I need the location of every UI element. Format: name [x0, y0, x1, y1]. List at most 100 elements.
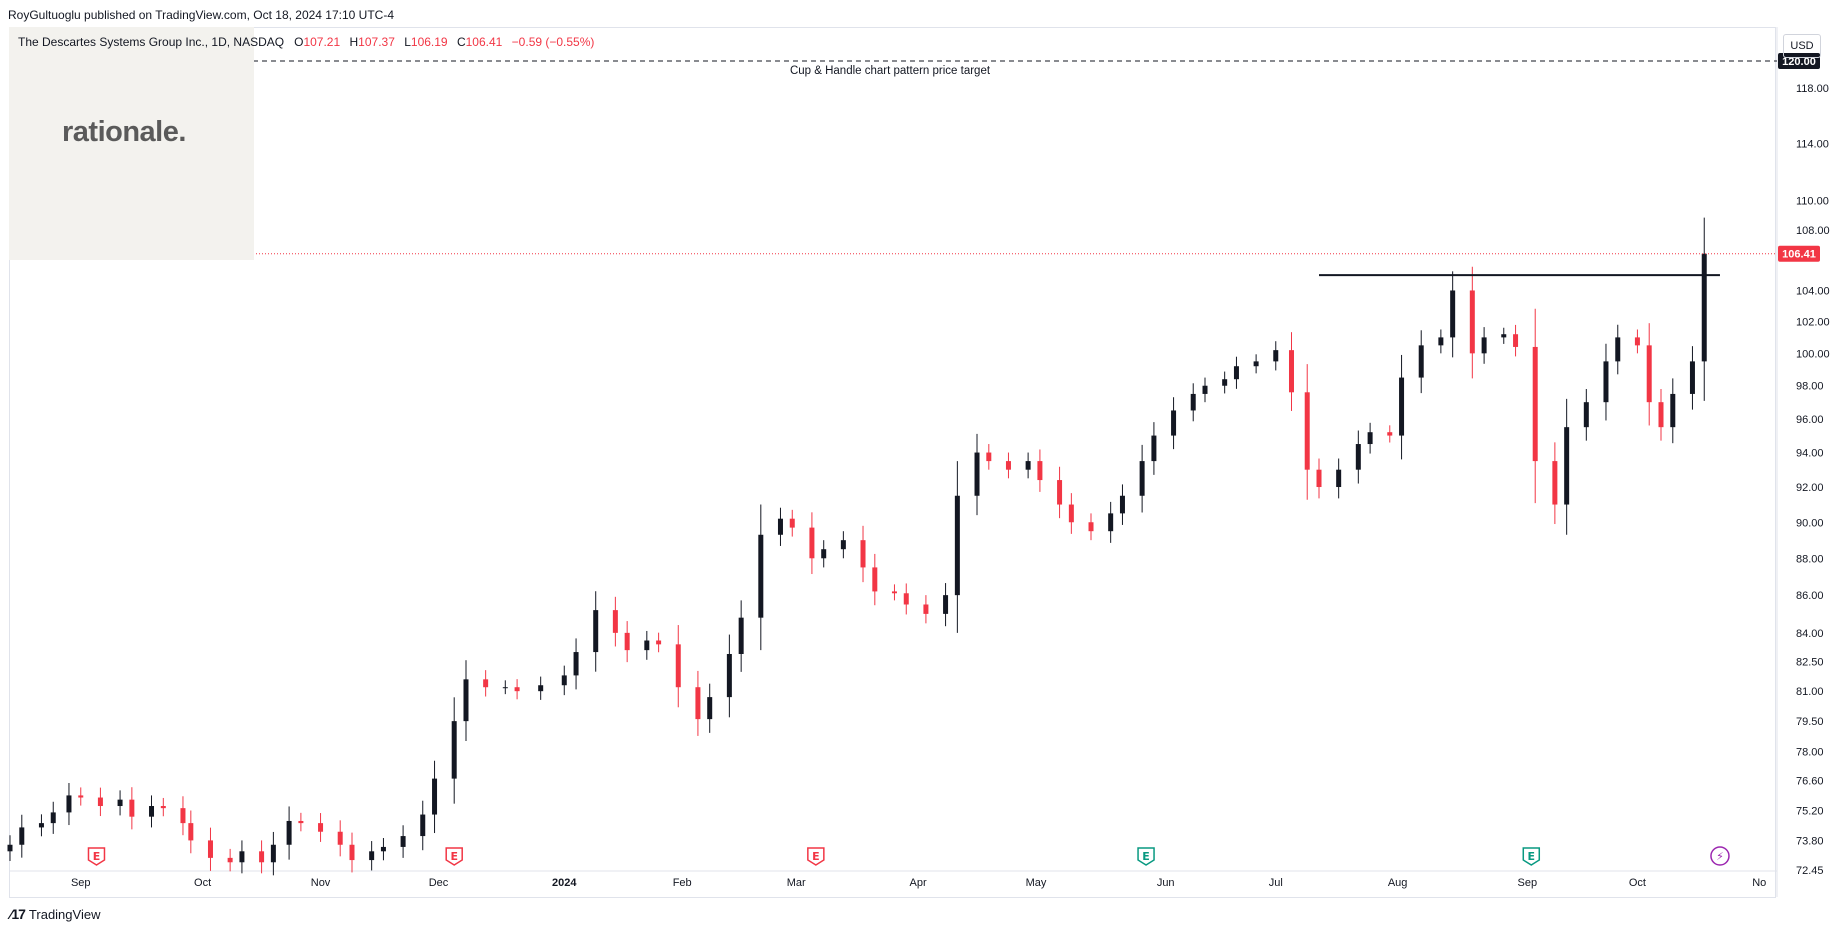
event-marker-label: E — [93, 850, 101, 863]
event-marker-label: E — [1528, 850, 1536, 863]
candle-body — [1316, 469, 1322, 488]
open-value: 107.21 — [303, 35, 341, 49]
y-tick-label: 84.00 — [1796, 628, 1824, 640]
candle-body — [298, 820, 304, 824]
x-tick-label: Apr — [909, 877, 926, 889]
x-tick-label: Oct — [194, 877, 211, 889]
candle-body — [129, 799, 135, 817]
axis-price-label-bg — [1778, 245, 1820, 262]
candle-body — [1288, 350, 1294, 393]
close-value: 106.41 — [465, 35, 503, 49]
candle-body — [1304, 392, 1310, 470]
candle-body — [593, 610, 599, 653]
candle-body — [1481, 337, 1487, 354]
candle-body — [1583, 402, 1589, 428]
candle-body — [840, 540, 846, 550]
dividend-marker-icon — [1710, 846, 1730, 866]
earnings-marker-icon — [445, 847, 463, 866]
candle-body — [1689, 361, 1695, 394]
candle-body — [1670, 393, 1676, 428]
y-tick-label: 94.00 — [1796, 448, 1824, 460]
candle-body — [738, 617, 744, 654]
y-tick-label: 76.60 — [1796, 776, 1824, 788]
candle-body — [1151, 435, 1157, 462]
candle-body — [483, 679, 489, 688]
logo-box: rationale. — [9, 27, 254, 260]
candle-body — [149, 806, 155, 817]
candle-body — [97, 797, 103, 807]
candle-body — [538, 685, 544, 692]
x-tick-label: May — [1026, 877, 1047, 889]
candle-body — [1438, 337, 1444, 346]
candle-body — [1658, 402, 1664, 428]
y-tick-label: 81.00 — [1796, 686, 1824, 698]
earnings-marker-icon — [87, 847, 106, 866]
candle-body — [860, 540, 866, 568]
y-tick-label: 110.00 — [1796, 196, 1829, 208]
candle-body — [227, 857, 233, 863]
candle-body — [943, 595, 949, 614]
chart-frame[interactable] — [9, 27, 1776, 898]
candle-body — [270, 844, 276, 863]
candle-body — [451, 721, 457, 779]
price-target-annotation: Cup & Handle chart pattern price target — [790, 65, 991, 77]
y-tick-label: 108.00 — [1796, 225, 1830, 237]
candle-body — [624, 632, 630, 651]
candle-body — [1552, 461, 1558, 505]
earnings-marker-icon — [1522, 847, 1541, 866]
candle-body — [1634, 337, 1640, 346]
candle-body — [400, 836, 406, 847]
candle-body — [180, 808, 186, 824]
candle-body — [809, 527, 815, 559]
candle-body — [1233, 366, 1239, 380]
candle-body — [561, 675, 567, 686]
x-tick-label: Nov — [311, 877, 331, 889]
candle-body — [286, 820, 292, 845]
footer-brand-label: TradingView — [28, 906, 101, 922]
candle-body — [612, 610, 618, 633]
x-tick-label: Oct — [1629, 877, 1646, 889]
footer-brand[interactable]: ⁄17 TradingView — [10, 906, 100, 922]
event-marker-label: E — [812, 850, 820, 863]
x-tick-label: Feb — [673, 877, 692, 889]
candle-body — [1399, 377, 1405, 436]
y-tick-label: 72.45 — [1796, 865, 1824, 877]
tradingview-logo-icon: ⁄17 — [10, 906, 26, 922]
candle-body — [1108, 513, 1114, 532]
candle-body — [656, 640, 662, 645]
candle-body — [974, 452, 980, 496]
high-value: 107.37 — [358, 35, 395, 49]
candle-body — [1336, 469, 1342, 488]
candle-body — [1513, 334, 1519, 347]
candle-body — [502, 687, 508, 689]
candle-body — [160, 806, 166, 809]
candle-body — [1355, 444, 1361, 470]
y-tick-label: 102.00 — [1796, 317, 1830, 329]
event-marker-label: ⚡ — [1716, 850, 1724, 863]
candle-body — [1037, 461, 1043, 481]
candle-body — [1387, 432, 1393, 436]
candle-body — [872, 567, 878, 592]
candle-body — [38, 823, 44, 828]
candle-body — [1068, 504, 1074, 523]
y-tick-label: 86.00 — [1796, 590, 1824, 602]
currency-button[interactable]: USD — [1783, 34, 1821, 58]
x-tick-label: Dec — [429, 877, 449, 889]
candle-body — [1615, 337, 1621, 362]
x-tick-label: Sep — [71, 877, 91, 889]
candle-body — [1222, 379, 1228, 386]
candle-body — [1119, 495, 1125, 514]
x-tick-label: Mar — [787, 877, 806, 889]
candle-body — [1646, 345, 1652, 403]
x-tick-label: No — [1752, 877, 1766, 889]
x-tick-label: Aug — [1388, 877, 1408, 889]
earnings-marker-icon — [807, 847, 825, 866]
candle-body — [1202, 385, 1208, 394]
candle-body — [380, 846, 386, 852]
axis-price-label: 106.41 — [1782, 249, 1816, 261]
event-marker-label: E — [1142, 850, 1150, 863]
logo-text: rationale. — [62, 116, 186, 148]
candle-body — [821, 549, 827, 559]
candle-body — [891, 591, 897, 594]
